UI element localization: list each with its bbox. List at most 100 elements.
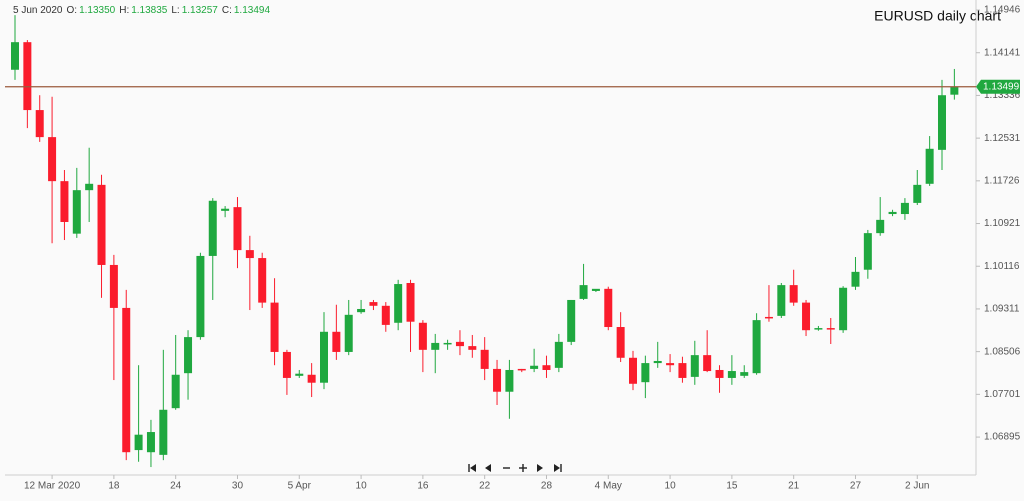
x-tick-label: 30 <box>232 481 244 492</box>
nav-first[interactable] <box>468 464 476 473</box>
x-tick-label: 27 <box>850 481 862 492</box>
candle-body <box>35 110 44 138</box>
legend-field-label: C: <box>222 5 232 16</box>
x-tick-label: 2 Jun <box>905 481 929 492</box>
candle-body <box>406 282 415 322</box>
candle-body <box>332 331 341 352</box>
candle-body <box>542 365 551 370</box>
candle-body <box>629 357 637 384</box>
candle-body <box>764 316 773 319</box>
x-tick-label: 5 Apr <box>288 481 312 492</box>
candle-body <box>369 302 378 306</box>
candle-body <box>109 264 118 308</box>
legend-field-label: L: <box>171 5 179 16</box>
candle-body <box>777 285 786 316</box>
legend-field-value: 1.13494 <box>234 5 271 16</box>
candle-body <box>715 369 724 378</box>
legend-field-value: 1.13257 <box>182 5 219 16</box>
x-tick-label: 12 Mar 2020 <box>24 481 81 492</box>
y-tick-label: 1.11726 <box>984 175 1020 186</box>
candle-body <box>802 302 811 331</box>
chart-title: EURUSD daily chart <box>874 8 1001 24</box>
nav-next[interactable] <box>536 464 544 473</box>
nav-zoom-in[interactable] <box>518 464 528 473</box>
candle-body <box>641 363 650 383</box>
y-tick-label: 1.10116 <box>984 261 1020 272</box>
candle-body <box>567 299 576 342</box>
candle-body <box>258 258 267 303</box>
candle-body <box>913 184 922 203</box>
x-tick-label: 28 <box>541 481 553 492</box>
x-tick-label: 15 <box>726 481 738 492</box>
nav-prev[interactable] <box>484 464 492 473</box>
candle-body <box>320 331 328 383</box>
ohlc-legend: 5 Jun 2020 O: 1.13350 H: 1.13835 L: 1.13257 C: 1… <box>13 5 270 16</box>
candle-body <box>184 337 193 374</box>
candle-body <box>146 432 155 453</box>
y-tick-label: 1.09311 <box>984 304 1020 315</box>
candle-body <box>591 288 600 291</box>
candle-body <box>23 42 32 111</box>
price-tag-label: 1.13499 <box>983 81 1020 92</box>
candle-body <box>85 183 94 191</box>
candle-body <box>579 285 588 299</box>
candle-body <box>505 369 514 392</box>
y-tick-label: 1.07701 <box>984 389 1021 400</box>
candle-body <box>122 307 131 453</box>
y-tick-label: 1.08506 <box>984 346 1021 357</box>
candle-body <box>221 208 230 211</box>
candle-body <box>394 284 403 323</box>
candle-body <box>752 320 761 374</box>
nav-zoom-out[interactable] <box>502 464 512 473</box>
candle-body <box>295 373 304 376</box>
candle-body <box>208 200 217 256</box>
candle-body <box>554 341 563 368</box>
candle-body <box>604 288 613 328</box>
candle-body <box>159 409 168 455</box>
candle-body <box>789 285 798 303</box>
candle-body <box>97 184 106 265</box>
candle-body <box>900 202 909 215</box>
x-tick-label: 4 May <box>595 481 622 492</box>
candle-body <box>245 250 254 259</box>
candle-body <box>455 341 464 347</box>
candle-body <box>740 372 749 376</box>
y-tick-label: 1.14141 <box>984 47 1021 58</box>
candle-body <box>480 349 489 369</box>
candle-body <box>616 327 625 358</box>
candle-body <box>418 322 427 350</box>
candle-body <box>270 302 279 352</box>
y-tick-label: 1.06895 <box>984 432 1021 443</box>
candle-body <box>950 87 959 95</box>
candle-body <box>851 271 860 287</box>
candle-body <box>344 314 353 352</box>
candle-body <box>443 342 452 345</box>
candle-body <box>530 365 539 369</box>
y-tick-label: 1.12531 <box>984 133 1021 144</box>
x-tick-label: 24 <box>170 481 182 492</box>
candle-body <box>703 355 712 372</box>
candle-body <box>196 255 205 338</box>
candle-body <box>60 181 69 222</box>
candle-body <box>814 328 823 330</box>
candle-body <box>690 355 699 377</box>
candle-body <box>876 219 885 234</box>
candle-body <box>431 342 440 350</box>
candle-body <box>134 434 143 451</box>
candle-body <box>72 190 81 234</box>
candle-body <box>468 346 477 350</box>
candle-body <box>826 328 835 330</box>
nav-last[interactable] <box>553 464 562 473</box>
candle-body <box>653 360 662 364</box>
candle-body <box>171 374 180 409</box>
candle-body <box>727 371 736 378</box>
price-tag <box>976 79 1020 94</box>
legend-date: 5 Jun 2020 <box>13 5 63 16</box>
x-tick-label: 10 <box>665 481 677 492</box>
candle-body <box>678 363 687 378</box>
candle-body <box>888 211 897 215</box>
candle-body <box>839 287 848 331</box>
legend-field-label: H: <box>119 5 129 16</box>
